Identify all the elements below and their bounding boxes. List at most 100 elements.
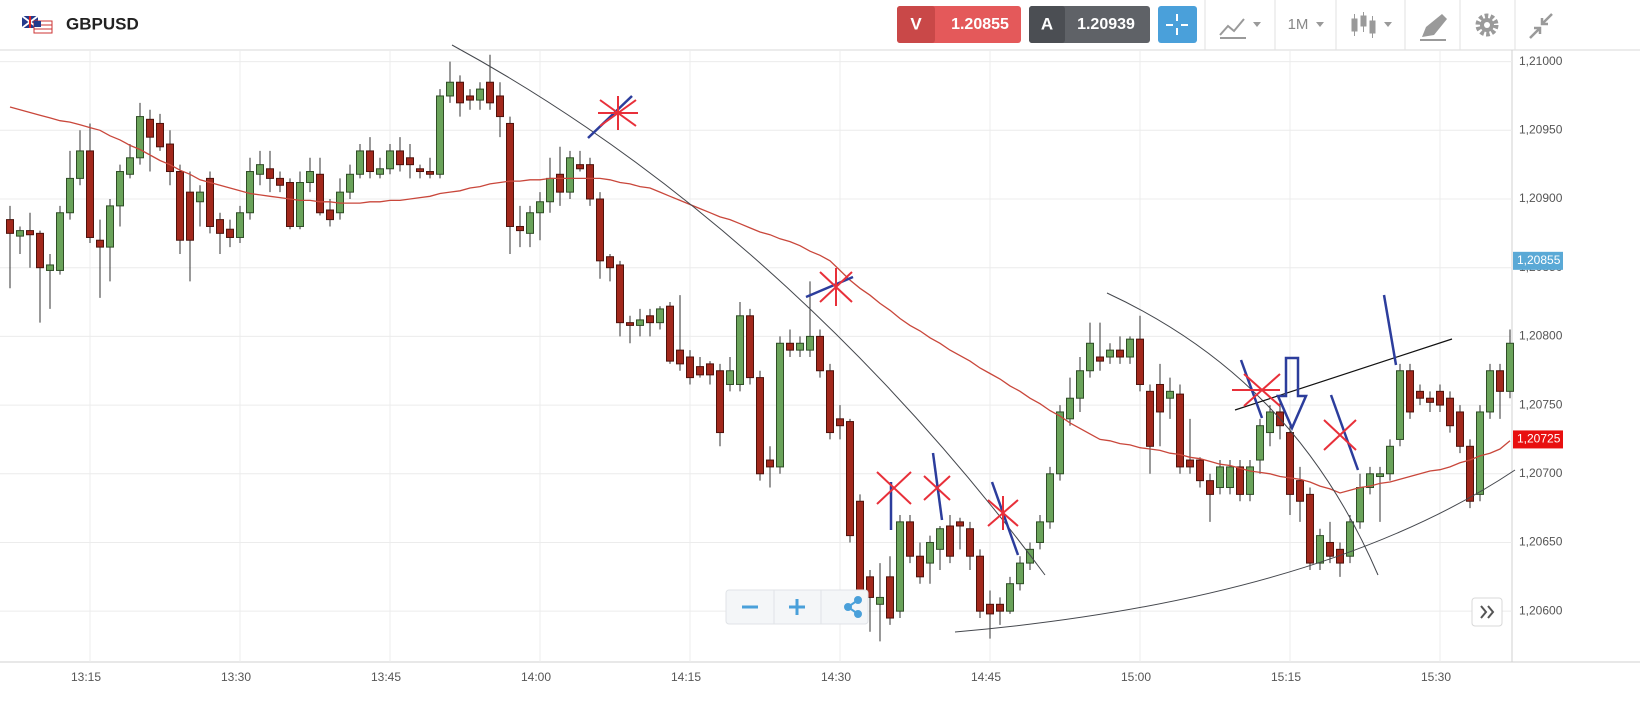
candle-body	[666, 305, 674, 362]
candle-body	[426, 171, 434, 175]
sell-price: 1.20855	[951, 16, 1009, 33]
candle-body	[306, 171, 314, 184]
candle-body	[266, 168, 274, 179]
candle-body	[686, 356, 694, 379]
candle-body	[1116, 349, 1124, 358]
candle-body	[126, 157, 134, 175]
candle-body	[556, 173, 564, 193]
candle-body	[906, 521, 914, 557]
buy-button[interactable]: A 1.20939	[1029, 6, 1150, 43]
chart-type-button[interactable]	[1351, 12, 1392, 38]
candle-body	[36, 232, 44, 269]
candle-body	[976, 555, 984, 612]
candle-body	[1226, 466, 1234, 489]
y-tick-label: 1,21000	[1519, 54, 1563, 68]
candle-body	[656, 308, 664, 324]
candle-body	[1086, 342, 1094, 372]
candle-body	[46, 264, 54, 271]
share-button[interactable]	[844, 596, 862, 618]
candle-body	[1496, 370, 1504, 392]
candle-body	[866, 576, 874, 598]
y-tick-label: 1,20900	[1519, 191, 1563, 205]
candle-body	[816, 335, 824, 372]
red-crosses	[598, 96, 1357, 530]
y-tick-label: 1,20650	[1519, 535, 1563, 549]
candle-body	[506, 122, 514, 227]
scroll-end-button[interactable]	[1471, 597, 1503, 627]
candle-body	[1106, 349, 1114, 358]
candle-body	[406, 157, 414, 166]
candle-body	[1456, 411, 1464, 447]
candle-body	[1096, 356, 1104, 362]
candle-body	[396, 150, 404, 166]
draw-button[interactable]	[1420, 14, 1447, 41]
trendline	[1106, 292, 1379, 576]
candle-body	[956, 521, 964, 527]
candle-body	[596, 198, 604, 262]
candle-body	[1256, 425, 1264, 461]
candle-body	[1316, 535, 1324, 564]
candle-body	[1436, 390, 1444, 406]
trendline	[954, 469, 1516, 633]
candle-body	[1186, 459, 1194, 468]
x-tick-label: 13:15	[71, 670, 101, 684]
candle-body	[156, 122, 164, 148]
candle-body	[296, 182, 304, 227]
candle-body	[1156, 383, 1164, 413]
candle-body	[1146, 390, 1154, 447]
y-tick-label: 1,20750	[1519, 397, 1563, 411]
candle-body	[736, 315, 744, 385]
candle-body	[116, 171, 124, 207]
candle-body	[186, 191, 194, 241]
timeframe-button[interactable]: 1M	[1288, 16, 1324, 33]
candle-body	[1006, 583, 1014, 612]
candle-body	[56, 212, 64, 271]
y-tick-label: 1,20700	[1519, 466, 1563, 480]
candle-body	[536, 201, 544, 214]
candle-body	[146, 118, 154, 138]
candle-body	[586, 164, 594, 200]
candle-body	[1506, 342, 1514, 392]
candle-body	[606, 256, 614, 269]
candle-body	[206, 177, 214, 227]
candle-body	[1306, 493, 1314, 564]
collapse-button[interactable]	[1529, 13, 1553, 39]
candle-body	[626, 322, 634, 326]
x-tick-label: 13:45	[371, 670, 401, 684]
candle-body	[706, 363, 714, 376]
candle-body	[936, 528, 944, 550]
candle-body	[256, 164, 264, 175]
candle-body	[326, 209, 334, 221]
candle-body	[456, 81, 464, 104]
candle-body	[526, 212, 534, 234]
x-tick-label: 15:00	[1121, 670, 1151, 684]
zoom-in[interactable]	[789, 599, 805, 615]
candle-body	[496, 95, 504, 118]
candle-body	[316, 173, 324, 214]
candle-body	[436, 95, 444, 175]
candle-body	[1486, 370, 1494, 413]
candle-body	[1176, 393, 1184, 468]
candle-body	[1386, 445, 1394, 475]
price-axis: 1,210001,209501,209001,208501,208001,207…	[71, 54, 1563, 684]
candle-body	[1376, 473, 1384, 478]
candle-body	[1466, 445, 1474, 502]
sell-button[interactable]: V 1.20855	[897, 6, 1021, 43]
candle-body	[86, 150, 94, 238]
candle-body	[1246, 466, 1254, 495]
candle-body	[386, 150, 394, 170]
settings-button[interactable]	[1475, 13, 1499, 37]
candle-body	[616, 264, 624, 324]
candle-body	[1206, 480, 1214, 495]
candle-body	[1046, 473, 1054, 523]
candle-body	[216, 219, 224, 234]
indicator-button[interactable]	[1219, 18, 1261, 39]
x-tick-label: 15:30	[1421, 670, 1451, 684]
candle-body	[196, 191, 204, 203]
candle-body	[696, 366, 704, 376]
x-tick-label: 14:15	[671, 670, 701, 684]
candle-body	[986, 603, 994, 615]
candle-body	[796, 342, 804, 351]
crosshair-button[interactable]	[1158, 6, 1197, 43]
